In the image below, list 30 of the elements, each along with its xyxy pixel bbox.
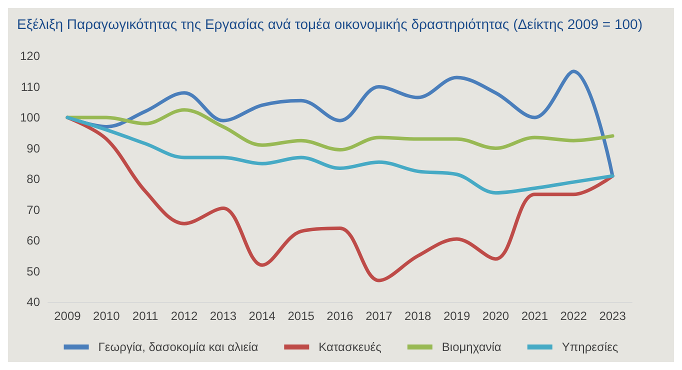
x-tick-label: 2022	[560, 309, 588, 323]
x-tick-label: 2021	[521, 309, 548, 323]
x-tick-label: 2011	[132, 309, 159, 323]
y-tick-label: 40	[26, 295, 40, 309]
chart-title: Εξέλιξη Παραγωγικότητας της Εργασίας ανά τομέα οικονομικής δραστηριότητας (Δείκτης 2009 = 100)	[17, 16, 643, 32]
y-tick-label: 70	[26, 202, 40, 217]
legend-label: Κατασκευές	[318, 340, 382, 354]
x-tick-label: 2015	[288, 309, 315, 323]
x-tick-label: 2017	[366, 309, 393, 323]
y-tick-label: 80	[26, 172, 40, 186]
y-tick-label: 60	[26, 234, 40, 248]
y-tick-label: 110	[20, 80, 40, 94]
x-tick-label: 2013	[210, 309, 237, 323]
x-tick-label: 2023	[599, 309, 626, 323]
x-tick-label: 2014	[248, 309, 276, 323]
legend-label: Γεωργία, δασοκομία και αλιεία	[98, 340, 258, 354]
y-tick-label: 90	[26, 141, 40, 156]
x-tick-label: 2020	[482, 309, 510, 323]
legend-label: Βιομηχανία	[442, 340, 502, 354]
y-tick-label: 120	[20, 49, 40, 63]
line-series	[66, 116, 614, 195]
x-tick-label: 2019	[443, 309, 470, 323]
x-tick-label: 2010	[93, 309, 120, 323]
x-tick-label: 2009	[54, 309, 82, 323]
x-tick-label: 2016	[326, 309, 354, 323]
x-tick-label: 2018	[404, 309, 432, 323]
legend-label: Υπηρεσίες	[562, 340, 618, 354]
y-tick-label: 50	[26, 264, 40, 278]
x-tick-label: 2012	[170, 309, 198, 323]
y-tick-label: 100	[20, 110, 40, 124]
